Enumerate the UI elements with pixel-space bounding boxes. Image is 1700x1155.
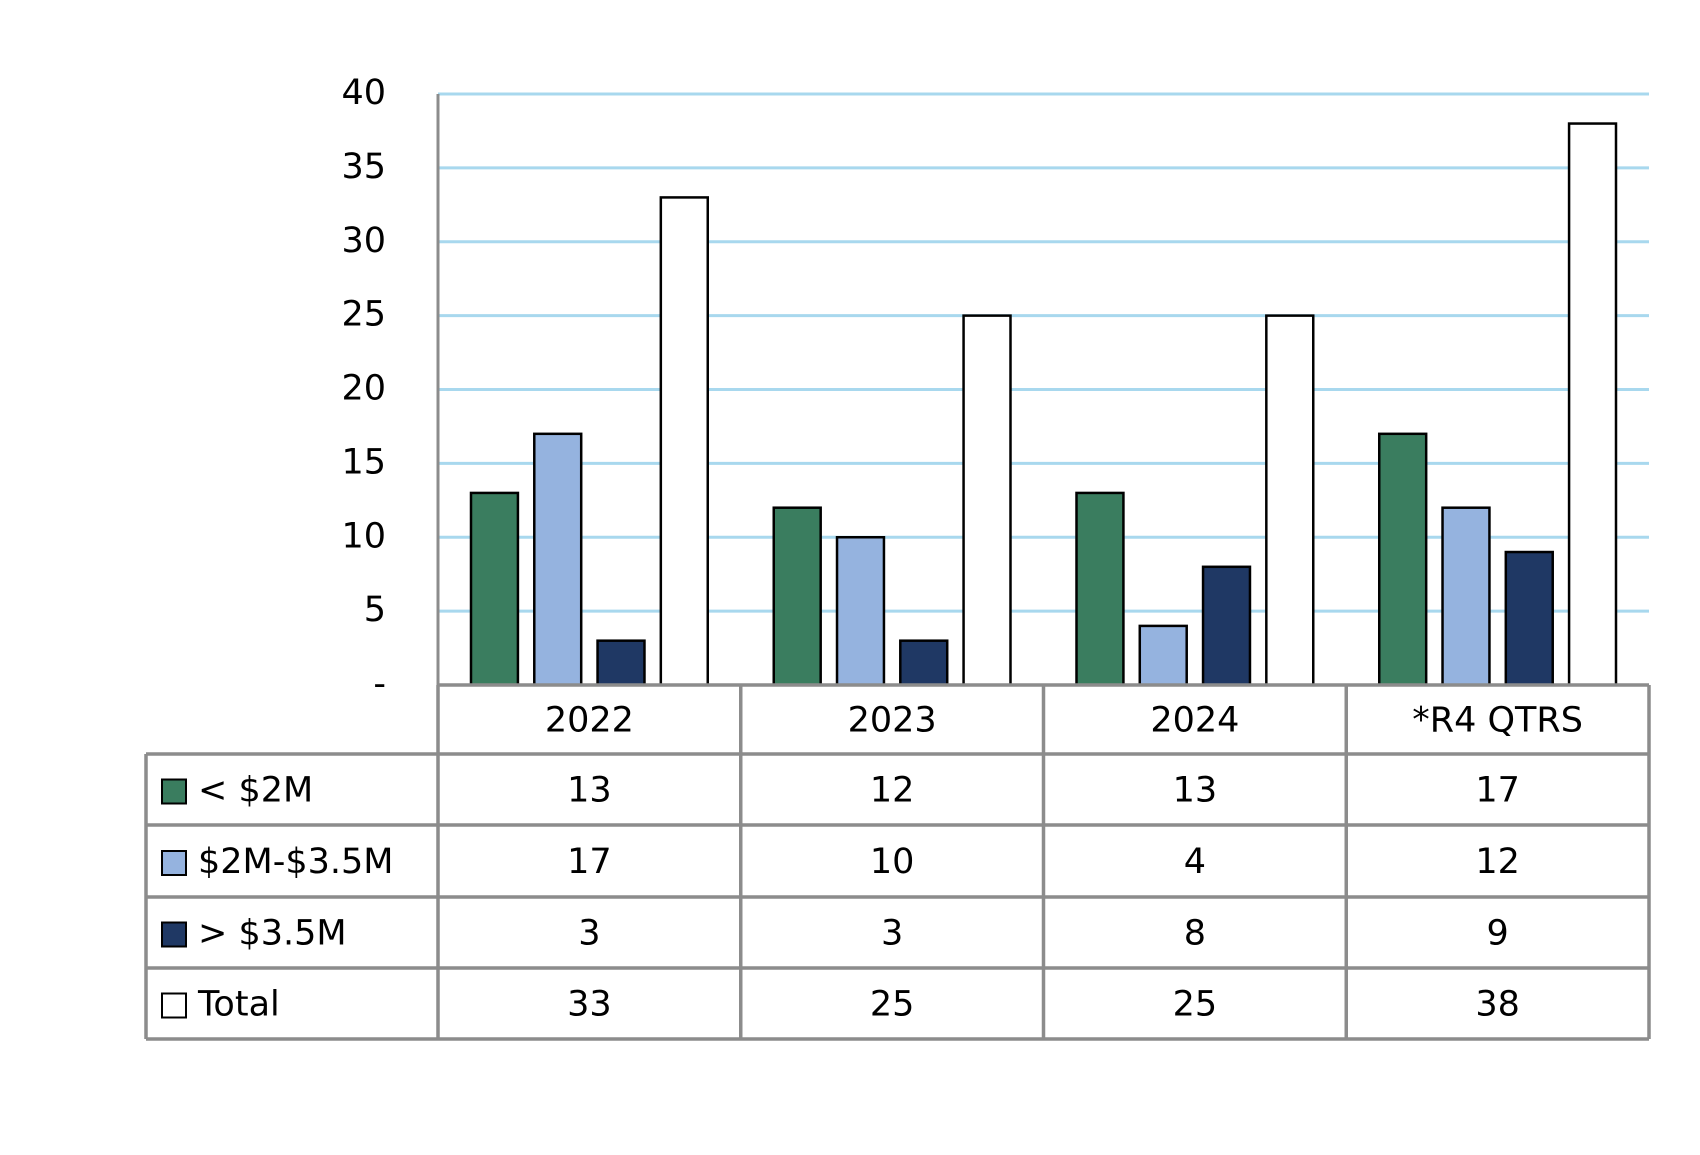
- bar: [1201, 565, 1252, 687]
- table-value: 13: [567, 771, 612, 811]
- table-value: 10: [870, 842, 915, 882]
- bar: [596, 639, 646, 687]
- legend-label: < $2M: [198, 771, 313, 811]
- y-tick-label: 40: [341, 73, 386, 113]
- legend-label: Total: [197, 985, 280, 1025]
- bar: [1138, 624, 1188, 687]
- y-tick-label: 25: [341, 295, 386, 335]
- table-value: 25: [1173, 985, 1218, 1025]
- table-value: 33: [567, 985, 612, 1025]
- x-tick-label: 2023: [848, 701, 937, 741]
- y-tick-label: 20: [341, 369, 386, 409]
- bar: [962, 314, 1012, 687]
- bar: [1377, 432, 1428, 687]
- bar: [469, 491, 520, 687]
- x-tick-label: 2022: [545, 701, 634, 741]
- bar: [772, 506, 822, 687]
- y-tick-label: 35: [341, 147, 386, 187]
- legend-swatch: [161, 778, 187, 805]
- table-value: 4: [1184, 842, 1206, 882]
- y-tick-label: 30: [341, 221, 386, 261]
- table-value: 12: [1475, 842, 1520, 882]
- table-value: 13: [1173, 771, 1218, 811]
- bar: [1504, 550, 1554, 687]
- bar: [1265, 314, 1315, 687]
- table-value: 25: [870, 985, 915, 1025]
- table-value: 38: [1475, 985, 1520, 1025]
- legend-swatch: [161, 992, 187, 1019]
- legend-label: > $3.5M: [198, 914, 347, 954]
- bar: [835, 536, 886, 687]
- bar: [1567, 122, 1618, 687]
- bar: [899, 639, 949, 687]
- table-value: 3: [578, 914, 600, 954]
- legend-swatch: [161, 921, 187, 948]
- table-value: 17: [1475, 771, 1520, 811]
- bar: [533, 432, 583, 687]
- y-tick-label: 5: [364, 590, 386, 630]
- bar: [1075, 491, 1125, 687]
- x-tick-label: 2024: [1150, 701, 1239, 741]
- bar: [659, 196, 710, 687]
- table-value: 9: [1486, 914, 1508, 954]
- legend-swatch: [161, 850, 187, 876]
- table-value: 12: [870, 771, 915, 811]
- x-tick-label: *R4 QTRS: [1412, 701, 1583, 741]
- table-value: 8: [1184, 914, 1206, 954]
- y-tick-label: 10: [341, 516, 386, 556]
- legend-label: $2M-$3.5M: [198, 842, 394, 882]
- table-value: 17: [567, 842, 612, 882]
- y-tick-label: -: [373, 664, 386, 704]
- table-value: 3: [881, 914, 903, 954]
- y-tick-label: 15: [341, 442, 386, 482]
- bar: [1441, 506, 1491, 687]
